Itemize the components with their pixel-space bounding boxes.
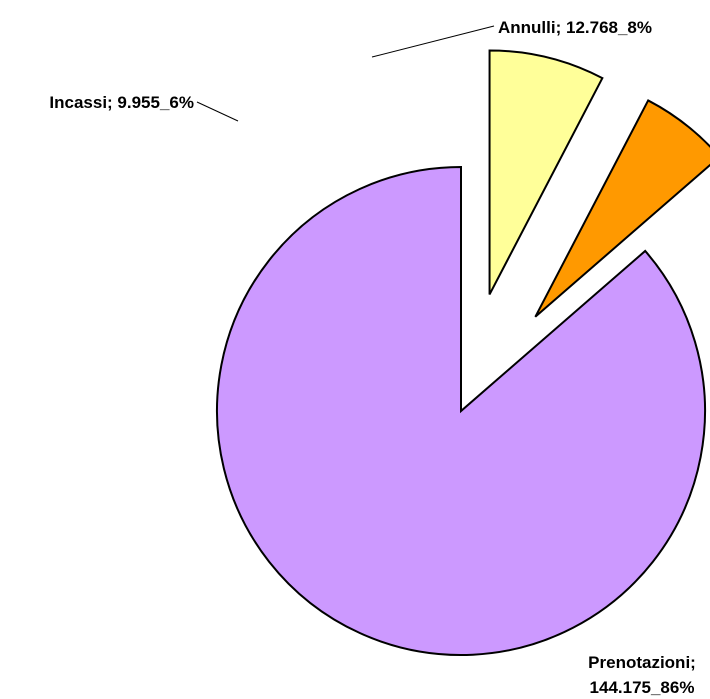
leader-line-annulli: [371, 25, 495, 58]
slice-label-prenotazioni-line2: 144.175_86%: [590, 678, 695, 697]
pie-slice-incassi: [534, 99, 710, 318]
slice-label-prenotazioni-line1: Prenotazioni;: [588, 653, 696, 672]
pie-slice-prenotazioni: [216, 165, 706, 656]
slice-label-annulli: Annulli; 12.768_8%: [498, 18, 652, 37]
pie-slice-annulli: [488, 49, 604, 295]
leader-line-incassi: [196, 101, 239, 122]
slice-label-incassi: Incassi; 9.955_6%: [49, 93, 194, 112]
pie-slices: [216, 49, 710, 656]
